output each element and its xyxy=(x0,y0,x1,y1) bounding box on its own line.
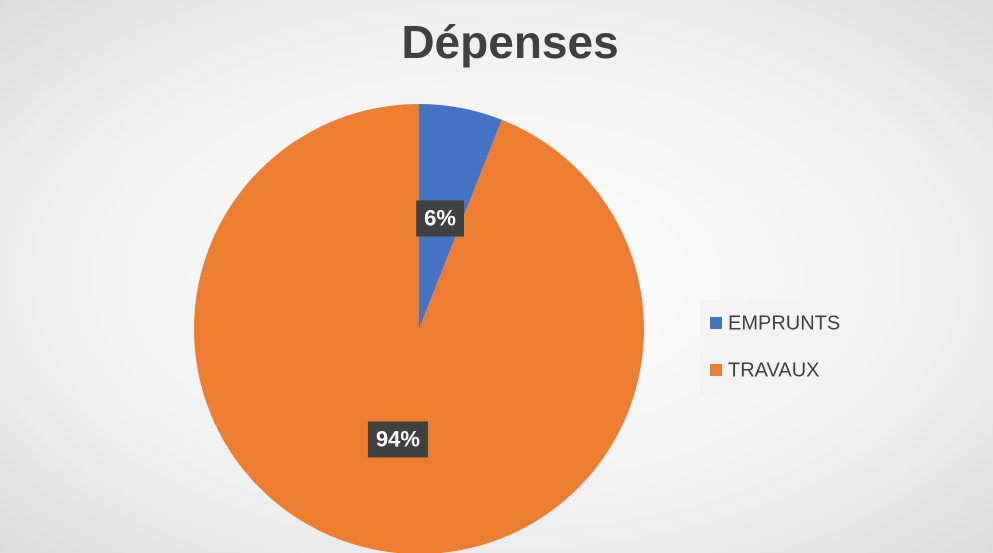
data-label: 6% xyxy=(416,200,464,237)
legend-label: TRAVAUX xyxy=(728,359,820,381)
legend-swatch xyxy=(710,364,722,376)
data-label: 94% xyxy=(367,421,428,458)
data-label-text: 6% xyxy=(424,205,456,230)
data-label-box xyxy=(416,200,464,237)
data-label-box xyxy=(367,421,428,458)
data-label-text: 94% xyxy=(376,426,420,451)
legend-swatch xyxy=(710,317,722,329)
chart-title: Dépenses xyxy=(401,16,618,68)
pie-slice xyxy=(194,104,644,553)
legend-label: EMPRUNTS xyxy=(728,312,840,334)
legend-box xyxy=(700,300,856,395)
